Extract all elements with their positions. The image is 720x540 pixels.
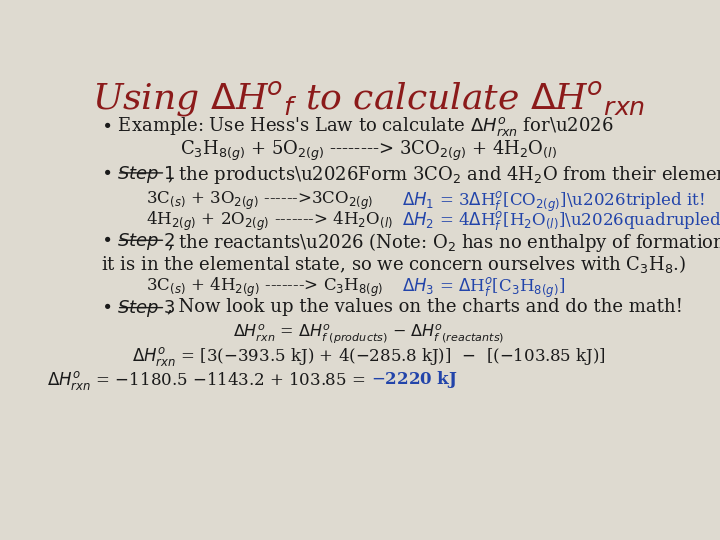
Text: $\bullet$: $\bullet$ [101,164,114,182]
Text: $\Delta H^o_{rxn}$ = [3($-$393.5 kJ) + 4($-$285.8 kJ)]  $-$  [($-$103.85 kJ)]: $\Delta H^o_{rxn}$ = [3($-$393.5 kJ) + 4… [132,345,606,368]
Text: $-$2220 kJ: $-$2220 kJ [371,369,457,390]
Text: Using $\Delta$H$^o$$_f$ to calculate $\Delta$H$^o$$_{rxn}$: Using $\Delta$H$^o$$_f$ to calculate $\D… [92,79,646,118]
Text: $\Delta H^o_{rxn}$ = $\Delta H^o_{f\ (products)}$ $-$ $\Delta H^o_{f\ (reactants: $\Delta H^o_{rxn}$ = $\Delta H^o_{f\ (pr… [233,322,505,345]
Text: it is in the elemental state, so we concern ourselves with C$_3$H$_8$.): it is in the elemental state, so we conc… [101,253,686,275]
Text: 3C$_{(s)}$ + 4H$_{2(g)}$ -------> C$_3$H$_{8(g)}$: 3C$_{(s)}$ + 4H$_{2(g)}$ -------> C$_3$H… [145,276,383,299]
Text: , Now look up the values on the charts and do the math!: , Now look up the values on the charts a… [167,299,683,316]
Text: $\bullet$: $\bullet$ [101,231,114,249]
Text: $\Delta\mathit{H}_2$ = 4$\Delta$H$^o_f$[H$_2$O$_{(l)}$]\u2026quadrupled it!: $\Delta\mathit{H}_2$ = 4$\Delta$H$^o_f$[… [402,210,720,233]
Text: $\mathit{Step\ 1}$: $\mathit{Step\ 1}$ [117,164,176,185]
Text: C$_3$H$_{8(g)}$ + 5O$_{2(g)}$ --------> 3CO$_{2(g)}$ + 4H$_2$O$_{(l)}$: C$_3$H$_{8(g)}$ + 5O$_{2(g)}$ --------> … [181,139,557,163]
Text: 4H$_{2(g)}$ + 2O$_{2(g)}$ -------> 4H$_2$O$_{(l)}$: 4H$_{2(g)}$ + 2O$_{2(g)}$ -------> 4H$_2… [145,210,392,233]
Text: $\bullet$: $\bullet$ [101,299,114,316]
Text: , the products\u2026Form 3CO$_2$ and 4H$_2$O from their elements:: , the products\u2026Form 3CO$_2$ and 4H$… [167,164,720,186]
Text: $\Delta\mathit{H}_1$ = 3$\Delta$H$^o_f$[CO$_{2(g)}$]\u2026tripled it!: $\Delta\mathit{H}_1$ = 3$\Delta$H$^o_f$[… [402,190,706,214]
Text: 3C$_{(s)}$ + 3O$_{2(g)}$ ------>3CO$_{2(g)}$: 3C$_{(s)}$ + 3O$_{2(g)}$ ------>3CO$_{2(… [145,190,373,212]
Text: $\Delta H^o_{rxn}$ = $-$1180.5 $-$1143.2 + 103.85 =: $\Delta H^o_{rxn}$ = $-$1180.5 $-$1143.2… [47,369,367,392]
Text: $\mathit{Step\ 2}$: $\mathit{Step\ 2}$ [117,231,176,252]
Text: , the reactants\u2026 (Note: O$_2$ has no enthalpy of formation since: , the reactants\u2026 (Note: O$_2$ has n… [167,231,720,254]
Text: $\bullet$ Example: Use Hess's Law to calculate $\Delta H^o_{rxn}$ for\u2026: $\bullet$ Example: Use Hess's Law to cal… [101,114,613,138]
Text: $\Delta\mathit{H}_3$ = $\Delta$H$^o_f$[C$_3$H$_{8(g)}$]: $\Delta\mathit{H}_3$ = $\Delta$H$^o_f$[C… [402,276,566,300]
Text: $\mathit{Step\ 3}$: $\mathit{Step\ 3}$ [117,299,176,320]
